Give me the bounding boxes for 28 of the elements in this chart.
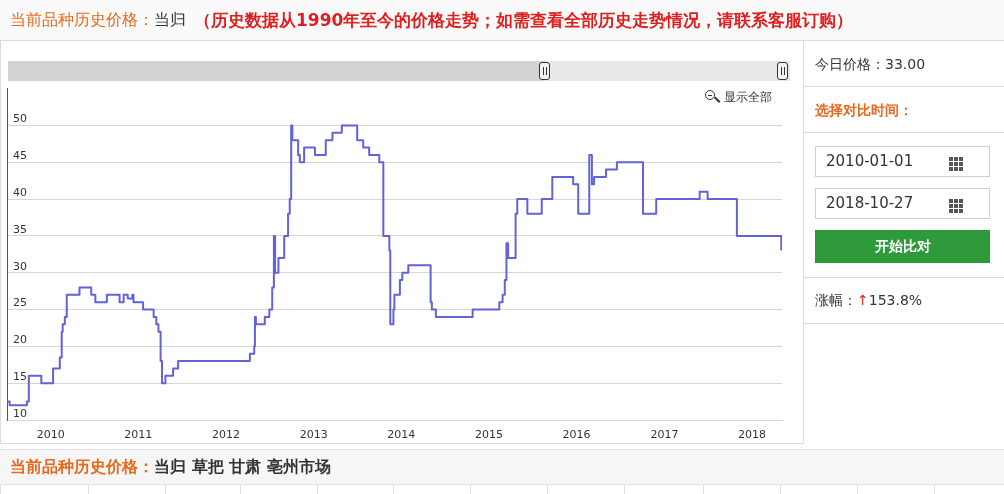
text: 选择对比时间：: [815, 101, 913, 120]
x-tick-label: 2011: [124, 428, 153, 442]
x-tick-label: 2013: [299, 428, 328, 442]
y-tick-label: 10: [13, 406, 27, 420]
y-tick-label: 30: [13, 259, 27, 273]
y-tick-label: 35: [13, 222, 27, 236]
date-field: 2018-10-27: [815, 188, 990, 219]
date-field: 2010-01-01: [815, 146, 990, 177]
x-tick-label: 2016: [562, 428, 591, 442]
x-tick-label: 2018: [738, 428, 766, 442]
x-tick-label: 2010: [36, 428, 65, 442]
button: 开始比对: [815, 230, 990, 263]
y-tick-label: 40: [13, 185, 27, 199]
annotation: 显示全部: [724, 89, 772, 105]
y-tick-label: 50: [13, 112, 27, 126]
x-tick-label: 2017: [650, 428, 679, 442]
x-tick-label: 2012: [211, 428, 240, 442]
chart-subtitle: （历史数据从1990年至今的价格走势；如需查看全部历史走势情况，请联系客服订购）: [194, 8, 854, 32]
text: 今日价格：33.00: [815, 55, 926, 74]
text: 当前品种历史价格：当归 草把 甘肃 亳州市场: [10, 457, 331, 476]
x-tick-label: 2014: [387, 428, 416, 442]
text: 涨幅：↑153.8%: [815, 292, 923, 308]
x-tick-label: 2015: [474, 428, 503, 442]
y-tick-label: 25: [13, 296, 27, 310]
y-tick-label: 15: [13, 370, 27, 384]
chart-title: 当前品种历史价格：当归: [10, 9, 186, 31]
y-tick-label: 45: [13, 149, 27, 163]
y-tick-label: 20: [13, 333, 27, 347]
